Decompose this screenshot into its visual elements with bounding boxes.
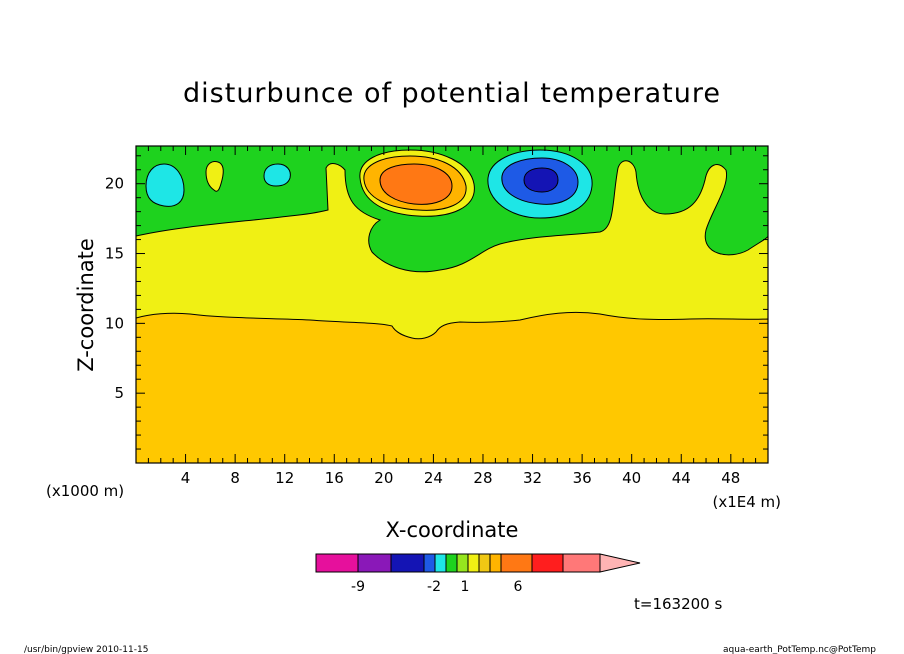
colorbar-tick-label: -2	[427, 579, 441, 595]
time-label: t=163200 s	[634, 595, 722, 613]
x-tick-label: 36	[573, 469, 592, 487]
x-unit-label: (x1000 m)	[46, 482, 124, 500]
colorbar-segment	[531, 553, 564, 573]
positive-anomaly-core	[379, 163, 453, 205]
colorbar-segment	[434, 553, 447, 573]
footer-left: /usr/bin/gpview 2010-11-15	[24, 645, 148, 654]
colorbar-segment	[467, 553, 480, 573]
x-tick-label: 16	[325, 469, 344, 487]
colorbar-segment	[445, 553, 458, 573]
plot-frame	[135, 145, 769, 464]
colorbar-segment	[456, 553, 469, 573]
x-axis-ticks: 4 8 12 16 20 24 28 32 36 40 44 48	[147, 146, 757, 487]
x-tick-label: 8	[230, 469, 240, 487]
small-cell-yellow	[205, 161, 224, 192]
x-tick-label: 44	[672, 469, 691, 487]
x-tick-label: 20	[374, 469, 393, 487]
colorbar-segment	[357, 553, 392, 573]
x-tick-label: 4	[181, 469, 191, 487]
y-tick-label: 10	[105, 314, 124, 332]
colorbar-tick-label: 6	[514, 579, 523, 595]
field-orange-base	[136, 311, 768, 463]
colorbar-labels: -9 -2 1 6	[351, 579, 523, 595]
y-axis-ticks: 5 10 15 20	[105, 155, 768, 450]
colorbar-segment	[423, 553, 436, 573]
colorbar-segment	[500, 553, 533, 573]
y-axis-title: Z-coordinate	[74, 238, 98, 372]
plot-area	[136, 146, 768, 463]
chart-title: disturbunce of potential temperature	[183, 78, 721, 109]
x-axis-title: X-coordinate	[386, 518, 519, 542]
footer-right: aqua-earth_PotTemp.nc@PotTemp	[723, 645, 876, 654]
x-tick-label: 12	[275, 469, 294, 487]
x-tick-label: 40	[622, 469, 641, 487]
colorbar-segment	[478, 553, 491, 573]
colorbar	[315, 553, 641, 573]
colorbar-tick-label: -9	[351, 579, 365, 595]
x-tick-label: 48	[721, 469, 740, 487]
x-tick-label: 24	[424, 469, 443, 487]
colorbar-extend-arrow	[599, 553, 641, 573]
y-tick-label: 5	[114, 384, 124, 402]
negative-anomaly-inner	[523, 167, 559, 193]
colorbar-tick-label: 1	[461, 579, 470, 595]
colorbar-segment	[315, 553, 359, 573]
x-scale-label: (x1E4 m)	[712, 493, 781, 511]
small-cell-cyan-mid	[263, 163, 291, 187]
x-tick-label: 32	[523, 469, 542, 487]
x-tick-label: 28	[473, 469, 492, 487]
colorbar-segment	[562, 553, 601, 573]
colorbar-segment	[390, 553, 425, 573]
colorbar-segment	[489, 553, 502, 573]
y-tick-label: 15	[105, 245, 124, 263]
y-tick-label: 20	[105, 175, 124, 193]
small-cell-cyan-left	[145, 163, 185, 207]
